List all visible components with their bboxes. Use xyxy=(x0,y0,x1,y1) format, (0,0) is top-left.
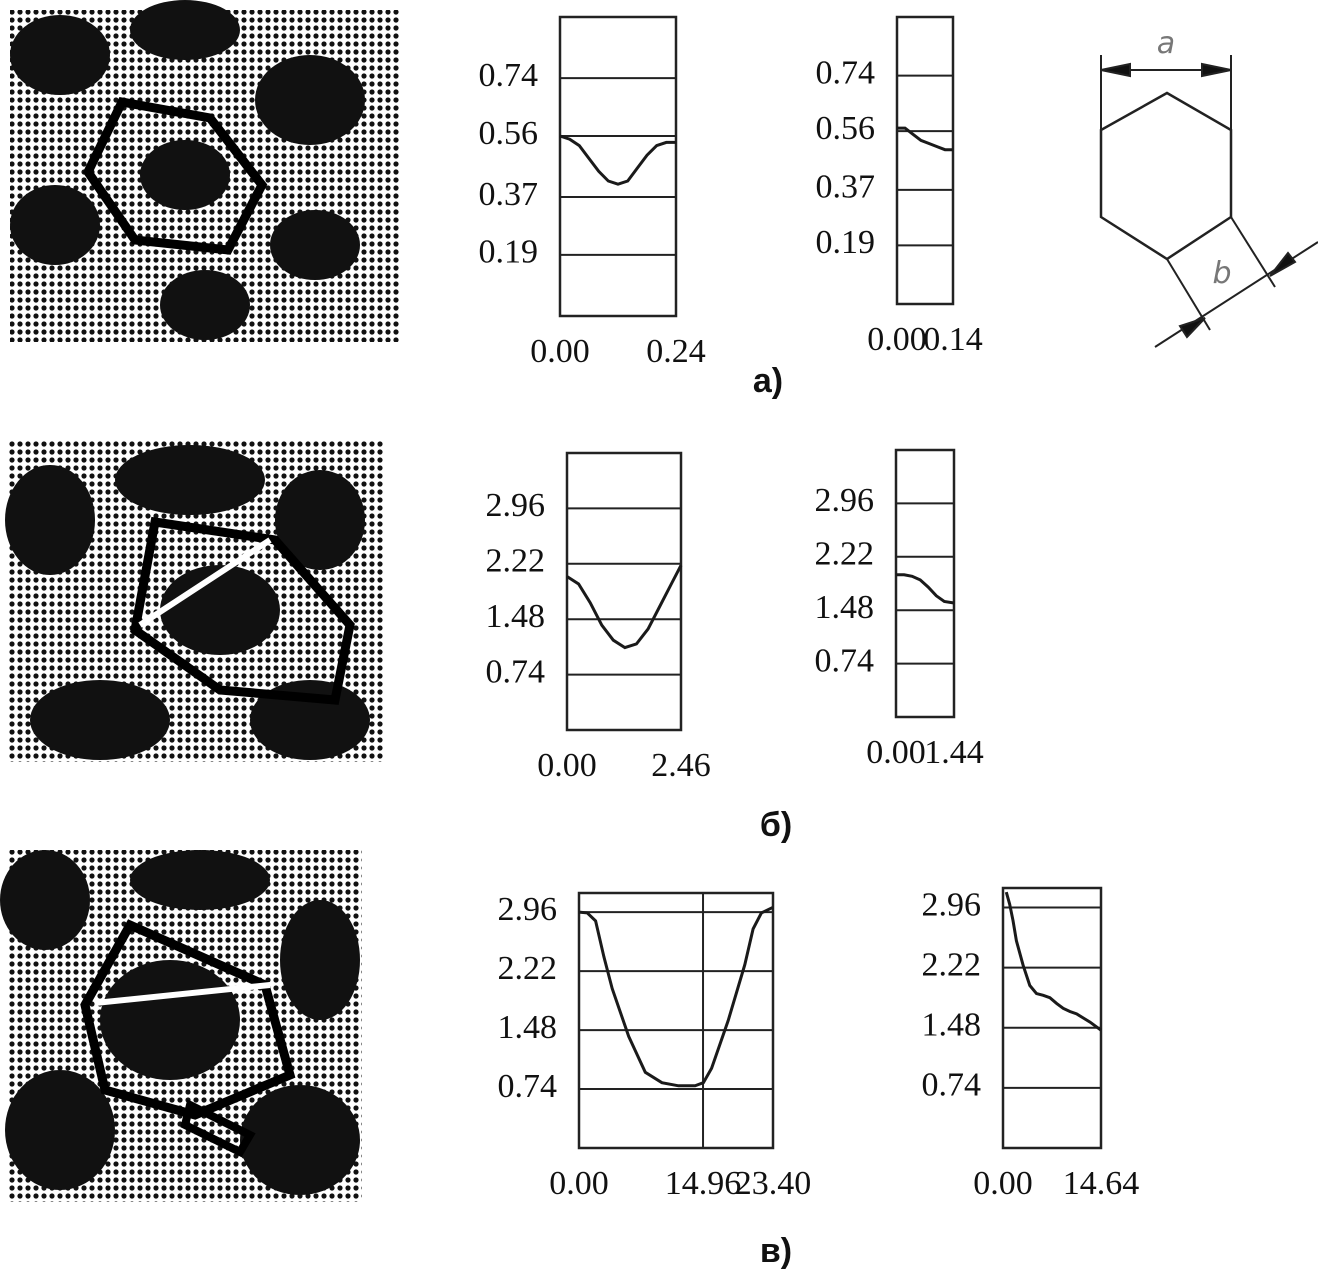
y-tick-label: 0.74 xyxy=(486,653,546,690)
image-b xyxy=(5,440,383,762)
x-tick-label: 2.46 xyxy=(651,747,711,784)
plot-frame xyxy=(1003,888,1101,1148)
data-line xyxy=(896,575,954,603)
x-tick-label: 1.44 xyxy=(924,734,984,771)
x-tick-label: 0.00 xyxy=(973,1165,1033,1202)
x-tick-label: 0.00 xyxy=(866,734,926,771)
x-tick-label: 0.00 xyxy=(530,333,590,370)
y-tick-label: 0.74 xyxy=(498,1068,558,1105)
panel-label: б) xyxy=(760,806,792,844)
y-tick-label: 0.37 xyxy=(479,176,539,213)
y-tick-label: 1.48 xyxy=(922,1007,982,1044)
x-tick-label: 0.24 xyxy=(646,333,706,370)
data-line xyxy=(1006,892,1101,1030)
x-tick-label: 14.96 xyxy=(665,1165,742,1202)
y-tick-label: 0.74 xyxy=(816,54,876,91)
data-line xyxy=(579,907,773,1086)
y-tick-label: 0.74 xyxy=(815,642,875,679)
image-a xyxy=(10,0,400,342)
y-tick-label: 1.48 xyxy=(486,598,546,635)
dimension-label: b xyxy=(1212,256,1231,291)
y-tick-label: 1.48 xyxy=(815,589,875,626)
y-tick-label: 0.37 xyxy=(816,169,876,206)
y-tick-label: 2.96 xyxy=(498,891,558,928)
x-tick-label: 0.00 xyxy=(537,747,597,784)
x-tick-label: 0.00 xyxy=(549,1165,609,1202)
y-tick-label: 2.22 xyxy=(815,536,875,573)
image-c xyxy=(0,850,362,1202)
hexagon-diagram xyxy=(1101,55,1318,347)
y-tick-label: 2.22 xyxy=(498,950,558,987)
plot-frame xyxy=(579,893,773,1148)
panel-label: а) xyxy=(753,362,783,400)
data-line xyxy=(567,565,681,647)
y-tick-label: 2.22 xyxy=(922,946,982,983)
x-tick-label: 23.40 xyxy=(735,1165,812,1202)
y-tick-label: 0.74 xyxy=(479,57,539,94)
plot-frame xyxy=(897,17,953,304)
y-tick-label: 0.19 xyxy=(816,224,876,261)
y-tick-label: 2.96 xyxy=(815,482,875,519)
y-tick-label: 2.22 xyxy=(486,543,546,580)
x-tick-label: 14.64 xyxy=(1063,1165,1140,1202)
dimension-label: a xyxy=(1157,26,1175,61)
y-tick-label: 2.96 xyxy=(922,886,982,923)
y-tick-label: 0.56 xyxy=(479,115,539,152)
data-line xyxy=(560,136,676,184)
plot-frame xyxy=(560,17,676,316)
y-tick-label: 1.48 xyxy=(498,1009,558,1046)
panel-label: в) xyxy=(760,1232,792,1270)
y-tick-label: 2.96 xyxy=(486,487,546,524)
y-tick-label: 0.19 xyxy=(479,234,539,271)
figure: a b а) б) в) 0.19 0.37 0.56 0.74 0.00 0.24 0.1… xyxy=(0,0,1318,1270)
x-tick-label: 0.14 xyxy=(923,321,983,358)
x-tick-label: 0.00 xyxy=(867,321,927,358)
y-tick-label: 0.74 xyxy=(922,1067,982,1104)
y-tick-label: 0.56 xyxy=(816,110,876,147)
